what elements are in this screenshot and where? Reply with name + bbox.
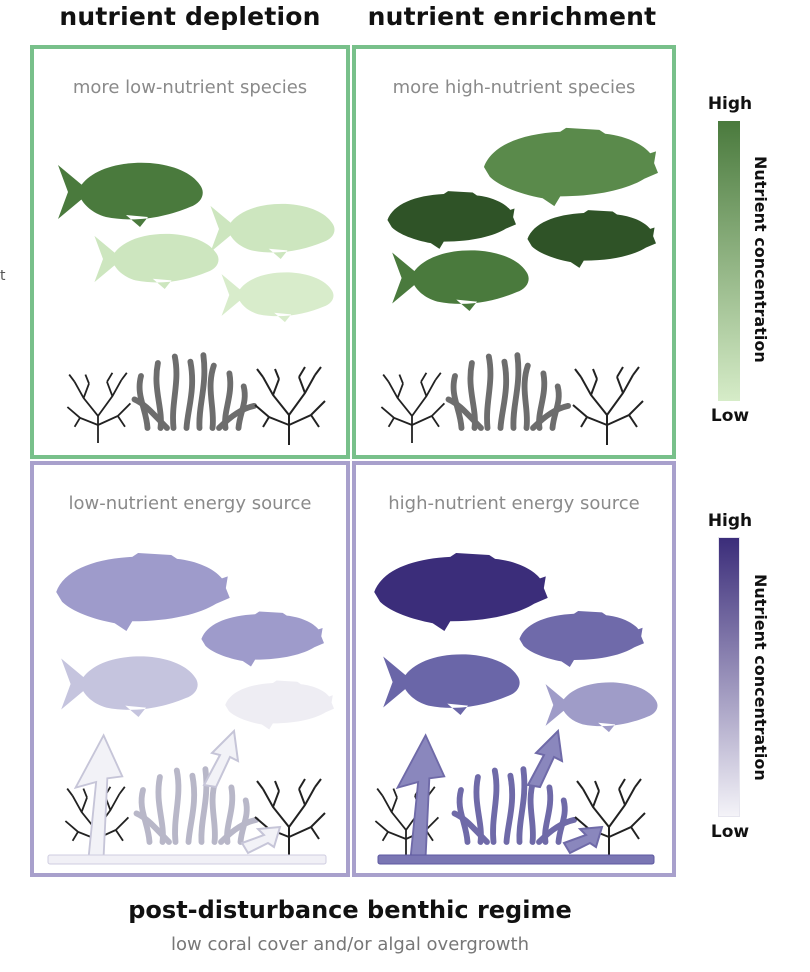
panel-top-right: more high-nutrient species: [352, 45, 676, 459]
purple-scale-high-label: High: [707, 511, 753, 531]
fish-icon: [225, 680, 334, 730]
algae-icon: [455, 769, 575, 842]
seafloor-bar: [377, 854, 655, 865]
panel-top-right-illustration: [380, 127, 658, 445]
panel-label: low-nutrient energy source: [68, 493, 312, 514]
panel-label: high-nutrient energy source: [388, 493, 640, 514]
fish-icon: [221, 272, 334, 323]
footer-title: post-disturbance benthic regime: [128, 896, 572, 924]
fish-icon: [519, 611, 644, 667]
fish-icon: [383, 654, 520, 715]
panel-bottom-right: high-nutrient energy source: [352, 461, 676, 877]
column-title-depletion: nutrient depletion: [59, 2, 321, 31]
cropped-text-fragment: t: [0, 268, 6, 284]
green-scale-title: Nutrient concentration: [751, 156, 770, 363]
coral-icon: [66, 371, 132, 443]
panel-top-left: more low-nutrient species: [30, 45, 350, 459]
column-title-enrichment: nutrient enrichment: [367, 2, 657, 31]
green-color-scale: [718, 121, 740, 401]
purple-scale-title: Nutrient concentration: [751, 574, 770, 781]
panel-bottom-left: low-nutrient energy source: [30, 461, 350, 877]
algae-icon: [135, 355, 255, 428]
panel-bottom-left-illustration: [47, 553, 334, 865]
coral-icon: [380, 371, 446, 443]
fish-icon: [374, 553, 548, 631]
fish-icon: [61, 656, 198, 717]
algae-icon: [137, 769, 257, 842]
panel-label: more high-nutrient species: [392, 77, 636, 98]
algae-icon: [449, 355, 569, 428]
footer-subtitle: low coral cover and/or algal overgrowth: [170, 934, 529, 955]
fish-icon: [392, 250, 529, 311]
energy-arrow-icon: [202, 728, 240, 789]
energy-arrow-icon: [562, 825, 604, 855]
fish-icon: [58, 162, 203, 227]
panel-label: more low-nutrient species: [72, 77, 308, 98]
panel-top-left-illustration: [58, 162, 335, 445]
coral-icon: [253, 365, 327, 445]
purple-color-scale: [718, 537, 740, 817]
fish-icon: [483, 127, 658, 207]
energy-arrow-icon: [74, 734, 124, 858]
seafloor-bar: [47, 854, 327, 865]
coral-icon: [571, 365, 645, 445]
fish-icon: [545, 682, 658, 733]
green-scale-low-label: Low: [710, 406, 750, 426]
green-scale-high-label: High: [707, 94, 753, 114]
fish-icon: [94, 233, 219, 289]
fish-icon: [56, 553, 230, 631]
fish-icon: [387, 191, 516, 249]
energy-arrow-icon: [240, 825, 282, 855]
fish-icon: [210, 203, 335, 259]
energy-arrow-icon: [526, 728, 564, 789]
purple-scale-low-label: Low: [710, 822, 750, 842]
fish-icon: [527, 210, 656, 268]
panel-bottom-right-illustration: [374, 553, 658, 865]
fish-icon: [201, 611, 324, 667]
